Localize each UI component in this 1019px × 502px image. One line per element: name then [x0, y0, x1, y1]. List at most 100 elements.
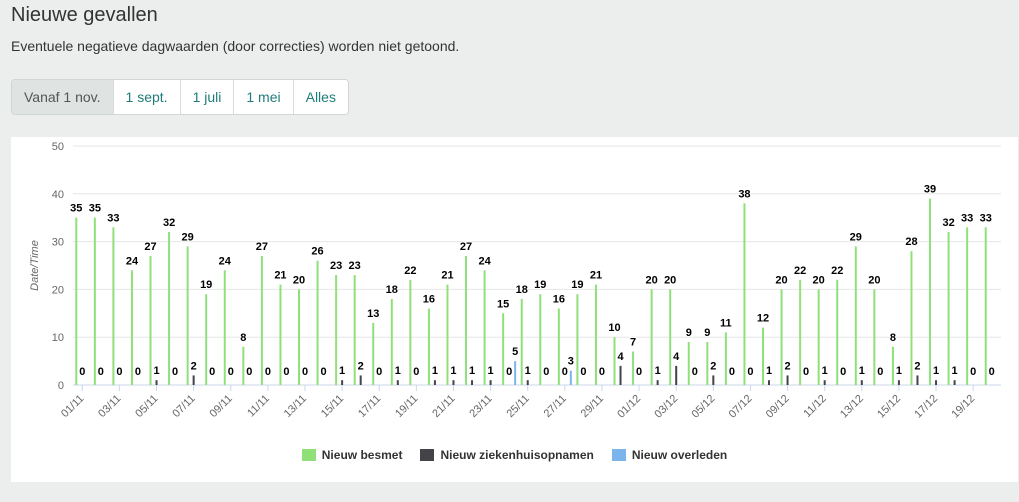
data-label: 0 — [877, 366, 883, 378]
data-label: 0 — [747, 366, 753, 378]
legend-item-nieuw-ziekenhuisopnamen[interactable]: Nieuw ziekenhuisopnamen — [420, 448, 594, 462]
data-label: 23 — [349, 260, 361, 272]
data-label: 27 — [256, 241, 268, 253]
legend-swatch-ziekenhuis — [420, 449, 435, 461]
legend-label-besmet: Nieuw besmet — [321, 448, 403, 462]
bar — [155, 380, 158, 385]
bar — [452, 380, 455, 385]
bar — [390, 298, 393, 385]
bar — [471, 380, 474, 385]
bar — [916, 375, 919, 385]
data-label: 35 — [70, 203, 82, 215]
x-tick-label: 11/11 — [245, 393, 272, 420]
range-button-1-mei[interactable]: 1 mei — [234, 80, 294, 114]
data-label: 29 — [182, 231, 194, 243]
bar — [242, 346, 245, 385]
data-label: 1 — [952, 365, 958, 377]
data-label: 0 — [803, 366, 809, 378]
bar — [910, 251, 913, 385]
data-label: 0 — [246, 366, 252, 378]
bar — [891, 346, 894, 385]
bar — [656, 380, 659, 385]
range-button-1-juli[interactable]: 1 juli — [180, 80, 235, 114]
data-label: 0 — [79, 366, 85, 378]
x-tick-label: 25/11 — [504, 393, 531, 420]
x-tick-label: 05/11 — [133, 393, 160, 420]
data-label: 0 — [413, 366, 419, 378]
y-tick-label: 20 — [52, 284, 64, 296]
bar — [929, 198, 932, 385]
data-label: 0 — [989, 366, 995, 378]
range-button-vanaf-1-nov[interactable]: Vanaf 1 nov. — [12, 80, 114, 114]
data-label: 32 — [163, 217, 175, 229]
data-label: 20 — [775, 274, 787, 286]
data-label: 19 — [534, 279, 546, 291]
data-label: 5 — [512, 346, 518, 358]
chart-legend: Nieuw besmet Nieuw ziekenhuisopnamen Nie… — [11, 448, 1018, 462]
data-label: 4 — [673, 351, 680, 363]
data-label: 22 — [794, 265, 806, 277]
x-tick-label: 13/12 — [838, 393, 866, 421]
x-tick-label: 29/11 — [579, 393, 606, 420]
data-label: 33 — [961, 212, 973, 224]
legend-item-nieuw-besmet[interactable]: Nieuw besmet — [301, 448, 403, 462]
bar — [205, 294, 208, 385]
data-label: 0 — [376, 366, 382, 378]
range-button-alles[interactable]: Alles — [293, 80, 348, 114]
x-tick-label: 23/11 — [467, 393, 494, 420]
data-label: 0 — [302, 366, 308, 378]
data-label: 28 — [905, 236, 917, 248]
data-label: 23 — [330, 260, 342, 272]
bar — [650, 289, 653, 385]
data-label: 21 — [590, 270, 602, 282]
legend-swatch-besmet — [301, 449, 316, 461]
data-label: 0 — [729, 366, 735, 378]
legend-item-nieuw-overleden[interactable]: Nieuw overleden — [611, 448, 728, 462]
bar — [687, 341, 690, 385]
page-subtitle: Eventuele negatieve dagwaarden (door cor… — [11, 38, 460, 54]
bar — [409, 279, 412, 385]
bar — [935, 380, 938, 385]
range-button-1-sept[interactable]: 1 sept. — [113, 80, 181, 114]
x-tick-label: 03/12 — [652, 393, 680, 421]
x-tick-label: 15/11 — [319, 393, 346, 420]
data-label: 0 — [283, 366, 289, 378]
bar — [619, 365, 622, 385]
data-label: 24 — [478, 255, 491, 267]
data-label: 1 — [469, 365, 475, 377]
data-label: 39 — [924, 184, 936, 196]
bar — [433, 380, 436, 385]
data-label: 1 — [525, 365, 531, 377]
data-label: 10 — [608, 322, 620, 334]
data-label: 2 — [710, 360, 716, 372]
bar — [149, 255, 152, 385]
data-label: 0 — [692, 366, 698, 378]
bar — [557, 308, 560, 385]
data-label: 13 — [367, 308, 379, 320]
legend-label-ziekenhuis: Nieuw ziekenhuisopnamen — [440, 448, 594, 462]
data-label: 0 — [599, 366, 605, 378]
bar — [483, 270, 486, 385]
bar — [768, 380, 770, 385]
bar — [223, 270, 226, 385]
data-label: 18 — [386, 284, 398, 296]
bar — [353, 275, 356, 385]
bar — [576, 294, 579, 385]
data-label: 0 — [543, 366, 549, 378]
bar — [594, 284, 597, 385]
bar — [514, 361, 517, 385]
x-tick-label: 27/11 — [542, 393, 569, 420]
data-label: 1 — [432, 365, 438, 377]
data-label: 0 — [580, 366, 586, 378]
data-label: 35 — [89, 203, 101, 215]
data-label: 15 — [497, 298, 509, 310]
y-tick-label: 30 — [52, 237, 64, 249]
x-tick-label: 09/12 — [764, 393, 792, 421]
bar — [130, 270, 133, 385]
y-axis-title: Date/Time — [29, 240, 41, 291]
data-label: 0 — [228, 366, 234, 378]
bar — [112, 227, 115, 385]
bar — [526, 380, 529, 385]
legend-label-overleden: Nieuw overleden — [631, 448, 728, 462]
